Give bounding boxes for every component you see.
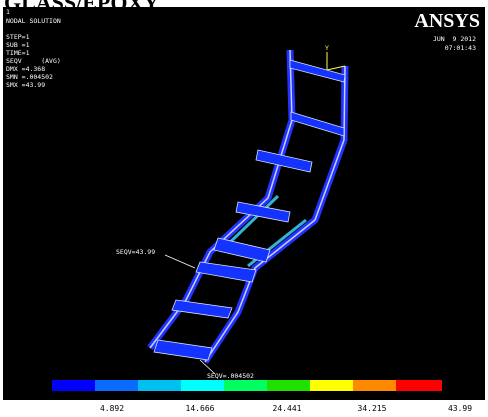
legend-label: 4.892: [100, 404, 124, 413]
color-bar: [52, 380, 442, 391]
legend-strip: [0, 400, 488, 417]
legend-label: .004502: [53, 393, 87, 402]
info-line: TIME=1: [6, 49, 30, 57]
info-line: SEQV (AVG): [6, 57, 61, 65]
annotation-leader: [199, 359, 216, 375]
legend-label: 24.441: [273, 404, 302, 413]
info-line: DMX =4.368: [6, 65, 45, 73]
cross-members: [153, 59, 346, 361]
logo: ANSYS: [414, 10, 480, 32]
info-line: STEP=1: [6, 33, 30, 41]
info-line: 1: [6, 8, 10, 16]
annotation: SEQV=43.99: [116, 248, 155, 256]
axis-label: Y: [325, 44, 329, 52]
legend-label: 39.103: [401, 393, 430, 402]
legend-label: 34.215: [358, 404, 387, 413]
date: JUN 9 2012: [433, 35, 476, 43]
legend-label: 19.554: [231, 393, 260, 402]
annotation-leader: [164, 254, 196, 269]
info-line: NODAL SOLUTION: [6, 17, 61, 25]
legend-label: 43.99: [448, 404, 472, 413]
legend-label: 14.666: [186, 404, 215, 413]
legend-label: 29.328: [316, 393, 345, 402]
time: 07:01:43: [445, 44, 476, 52]
legend-label: 9.779: [148, 393, 172, 402]
info-line: SMX =43.99: [6, 81, 45, 89]
info-block: 1 NODAL SOLUTION STEP=1 SUB =1 TIME=1 SE…: [6, 8, 61, 89]
annotation: SEQV=.004502: [207, 372, 254, 380]
info-line: SMN =.004502: [6, 73, 53, 81]
legend-labels: .004502 9.779 19.554 29.328 39.103 4.892…: [53, 393, 472, 413]
axis-triad: Y: [325, 44, 346, 71]
info-line: SUB =1: [6, 41, 30, 49]
